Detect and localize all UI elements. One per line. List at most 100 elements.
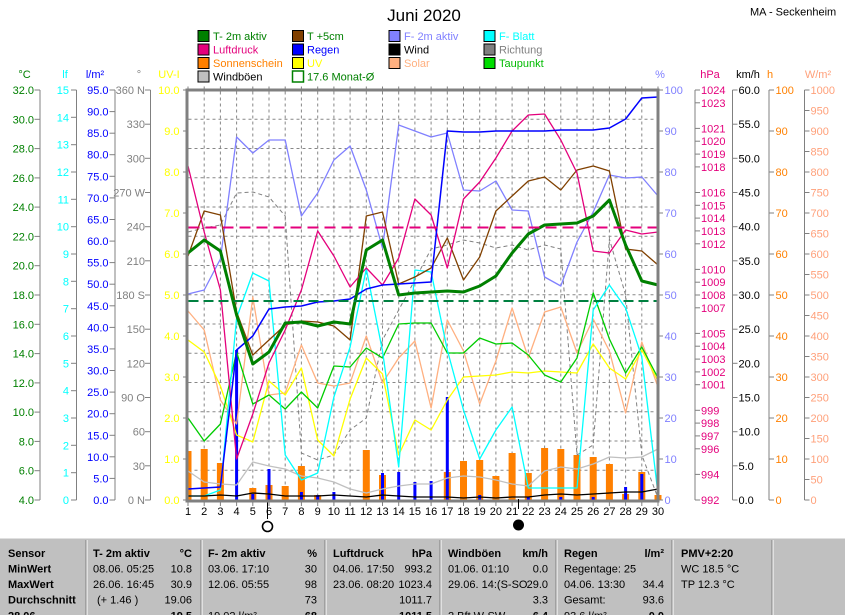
- svg-text:22: 22: [522, 506, 534, 518]
- svg-text:20: 20: [776, 413, 788, 425]
- svg-text:70.0: 70.0: [87, 193, 108, 205]
- svg-text:0: 0: [63, 495, 69, 507]
- svg-text:18: 18: [457, 506, 469, 518]
- svg-text:80: 80: [776, 167, 788, 179]
- svg-text:8: 8: [63, 276, 69, 288]
- svg-text:6.4: 6.4: [533, 610, 549, 615]
- svg-text:1: 1: [63, 468, 69, 480]
- svg-text:997: 997: [701, 431, 719, 443]
- svg-text:55.0: 55.0: [87, 258, 108, 270]
- svg-text:35.0: 35.0: [739, 256, 760, 268]
- svg-text:1001: 1001: [701, 380, 725, 392]
- svg-text:30: 30: [305, 563, 317, 575]
- svg-text:60.0: 60.0: [87, 236, 108, 248]
- svg-text:60.0: 60.0: [739, 85, 760, 97]
- svg-text:2: 2: [63, 440, 69, 452]
- svg-text:3: 3: [63, 413, 69, 425]
- svg-text:6.0: 6.0: [19, 466, 34, 478]
- svg-text:15: 15: [409, 506, 421, 518]
- svg-text:1007: 1007: [701, 303, 725, 315]
- svg-text:Sonnenschein: Sonnenschein: [213, 58, 283, 70]
- svg-text:%: %: [655, 69, 665, 81]
- svg-text:19: 19: [474, 506, 486, 518]
- svg-text:PMV+2:20: PMV+2:20: [681, 548, 733, 560]
- svg-text:Sensor: Sensor: [8, 548, 46, 560]
- svg-text:19.5: 19.5: [171, 610, 192, 615]
- svg-text:550: 550: [811, 270, 829, 282]
- svg-text:25.0: 25.0: [87, 387, 108, 399]
- svg-text:10: 10: [328, 506, 340, 518]
- svg-text:75.0: 75.0: [87, 171, 108, 183]
- svg-text:03.06. 17:10: 03.06. 17:10: [208, 563, 269, 575]
- svg-text:1015: 1015: [701, 200, 725, 212]
- svg-text:h: h: [767, 69, 773, 81]
- svg-text:1003: 1003: [701, 354, 725, 366]
- svg-text:°C: °C: [18, 69, 30, 81]
- svg-text:30.0: 30.0: [13, 114, 34, 126]
- svg-text:Solar: Solar: [404, 58, 430, 70]
- svg-text:7.0: 7.0: [164, 208, 179, 220]
- svg-text:12.06. 05:55: 12.06. 05:55: [208, 579, 269, 591]
- svg-text:30.0: 30.0: [739, 290, 760, 302]
- svg-text:45.0: 45.0: [87, 301, 108, 313]
- svg-text:55.0: 55.0: [739, 119, 760, 131]
- svg-text:Taupunkt: Taupunkt: [499, 58, 544, 70]
- svg-text:8.0: 8.0: [164, 167, 179, 179]
- svg-text:10: 10: [665, 454, 677, 466]
- svg-text:6: 6: [266, 506, 272, 518]
- svg-text:60: 60: [665, 249, 677, 261]
- svg-text:60: 60: [776, 249, 788, 261]
- svg-text:2 Bft W-SW: 2 Bft W-SW: [448, 610, 506, 615]
- svg-text:32.0: 32.0: [13, 85, 34, 97]
- svg-text:4: 4: [63, 386, 69, 398]
- svg-text:Luftdruck: Luftdruck: [213, 45, 259, 57]
- svg-text:08.06. 05:25: 08.06. 05:25: [93, 563, 154, 575]
- svg-text:1024: 1024: [701, 85, 725, 97]
- svg-text:270 W: 270 W: [113, 188, 145, 200]
- svg-text:Regen: Regen: [307, 45, 339, 57]
- svg-text:20.0: 20.0: [87, 409, 108, 421]
- svg-text:10.0: 10.0: [87, 452, 108, 464]
- svg-text:750: 750: [811, 188, 829, 200]
- svg-text:50.0: 50.0: [87, 279, 108, 291]
- svg-text:1000: 1000: [811, 85, 835, 97]
- svg-text:1012: 1012: [701, 239, 725, 251]
- svg-text:450: 450: [811, 311, 829, 323]
- svg-text:9: 9: [315, 506, 321, 518]
- svg-text:29.0: 29.0: [527, 579, 548, 591]
- svg-text:UV-I: UV-I: [158, 69, 179, 81]
- svg-text:hPa: hPa: [412, 548, 433, 560]
- svg-text:80.0: 80.0: [87, 150, 108, 162]
- svg-text:Regentage: 25: Regentage: 25: [564, 563, 636, 575]
- svg-text:30.0: 30.0: [87, 366, 108, 378]
- svg-text:68: 68: [305, 610, 317, 615]
- svg-text:5: 5: [63, 358, 69, 370]
- svg-text:8.0: 8.0: [19, 436, 34, 448]
- svg-text:0: 0: [776, 495, 782, 507]
- svg-text:180 S: 180 S: [116, 290, 145, 302]
- svg-text:%: %: [307, 548, 317, 560]
- svg-text:35.0: 35.0: [87, 344, 108, 356]
- svg-text:10.0: 10.0: [158, 85, 179, 97]
- svg-text:3.3: 3.3: [533, 595, 548, 607]
- svg-text:14.0: 14.0: [13, 349, 34, 361]
- svg-text:150: 150: [811, 434, 829, 446]
- svg-text:19.06: 19.06: [164, 595, 192, 607]
- svg-text:25.0: 25.0: [739, 324, 760, 336]
- svg-text:93.6: 93.6: [643, 595, 664, 607]
- svg-text:UV: UV: [307, 58, 323, 70]
- svg-text:26: 26: [587, 506, 599, 518]
- svg-text:WC 18.5 °C: WC 18.5 °C: [681, 563, 739, 575]
- svg-text:°C: °C: [180, 548, 192, 560]
- svg-text:23.06. 08:20: 23.06. 08:20: [333, 579, 394, 591]
- svg-text:800: 800: [811, 167, 829, 179]
- svg-text:1009: 1009: [701, 277, 725, 289]
- svg-text:400: 400: [811, 331, 829, 343]
- svg-text:9.0: 9.0: [164, 126, 179, 138]
- svg-text:73: 73: [305, 595, 317, 607]
- svg-text:1002: 1002: [701, 367, 725, 379]
- svg-text:650: 650: [811, 229, 829, 241]
- svg-text:0: 0: [665, 495, 671, 507]
- svg-text:Durchschnitt: Durchschnitt: [8, 595, 76, 607]
- svg-text:500: 500: [811, 290, 829, 302]
